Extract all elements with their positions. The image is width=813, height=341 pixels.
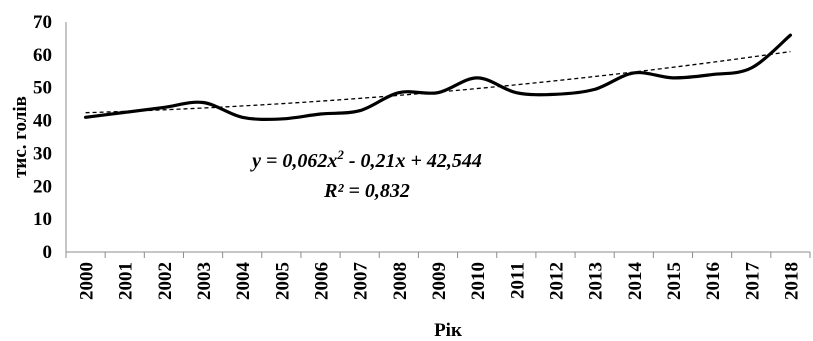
y-tick-label: 20 [33, 176, 52, 197]
x-tick-label: 2013 [586, 262, 607, 300]
x-tick-label: 2014 [625, 262, 646, 301]
y-axis: 0 10 20 30 40 50 60 70 [33, 12, 67, 263]
y-axis-title: тис. голів [10, 96, 31, 178]
y-tick-label: 40 [33, 111, 52, 132]
x-tick-label: 2000 [77, 262, 98, 300]
series-layer [83, 33, 793, 121]
x-tick-label: 2008 [390, 262, 411, 300]
x-tick-label: 2016 [703, 262, 724, 300]
x-tick-label: 2005 [272, 262, 293, 300]
series-line [83, 33, 793, 121]
y-tick-label: 50 [33, 78, 52, 99]
x-tick-label: 2006 [312, 262, 333, 300]
y-tick-label: 60 [33, 45, 52, 66]
x-tick-label: 2012 [546, 262, 567, 300]
x-tick-label: 2011 [507, 262, 528, 299]
y-tick-label: 0 [43, 242, 53, 263]
y-tick-label: 10 [33, 209, 52, 230]
x-tick-label: 2001 [116, 262, 137, 300]
x-tick-label: 2007 [351, 262, 372, 301]
y-tick-label: 70 [33, 12, 52, 33]
x-tick-label: 2017 [742, 262, 763, 301]
r-squared-label: R² = 0,832 [323, 180, 410, 202]
x-tick-label: 2018 [781, 262, 802, 300]
x-tick-label: 2010 [468, 262, 489, 300]
x-axis: 2000 2001 2002 2003 2004 2005 2006 2007 2008 2009… [65, 251, 811, 301]
y-tick-label: 30 [33, 143, 52, 164]
trendline-equation: y = 0,062x2 - 0,21x + 42,544 [250, 147, 482, 172]
x-tick-label: 2004 [233, 262, 254, 301]
x-tick-label: 2002 [155, 262, 176, 300]
x-tick-label: 2015 [664, 262, 685, 300]
x-axis-title: Рік [434, 320, 462, 341]
x-tick-label: 2009 [429, 262, 450, 300]
x-tick-label: 2003 [194, 262, 215, 300]
